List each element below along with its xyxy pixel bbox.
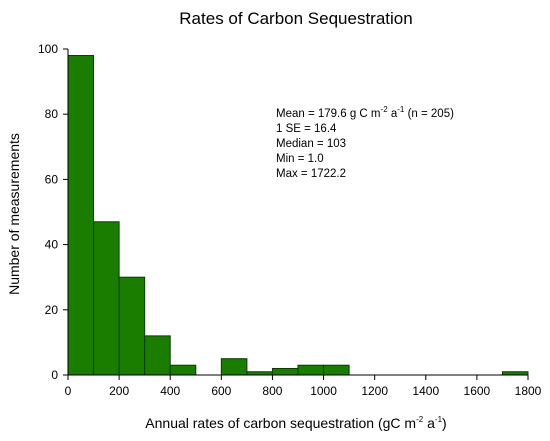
- y-axis-label: Number of measurements: [6, 133, 22, 295]
- y-tick-label: 0: [51, 368, 58, 382]
- stat-mean-mid: a: [388, 108, 398, 120]
- stat-max: Max = 1722.2: [276, 168, 346, 180]
- bars-group: [67, 55, 529, 376]
- x-axis-label-base: Annual rates of carbon sequestration (gC…: [145, 415, 416, 431]
- x-tick-label: 800: [262, 384, 282, 398]
- x-axis-label-sup2: -1: [435, 415, 443, 424]
- chart-title: Rates of Carbon Sequestration: [179, 9, 412, 28]
- stat-mean: Mean = 179.6 g C m-2 a-1 (n = 205): [276, 105, 454, 120]
- x-tick-label: 400: [160, 384, 180, 398]
- axes-group: [67, 49, 528, 376]
- x-tick-label: 1800: [515, 384, 542, 398]
- y-ticks-group: 0 20 40 60 80 100: [38, 42, 68, 382]
- bar-600: [220, 358, 248, 376]
- y-tick-label: 40: [45, 238, 59, 252]
- bar-800: [271, 367, 299, 376]
- stats-box: Mean = 179.6 g C m-2 a-1 (n = 205) 1 SE …: [276, 105, 454, 180]
- x-tick-label: 1000: [310, 384, 337, 398]
- y-tick-label: 100: [38, 42, 58, 56]
- x-tick-label: 200: [109, 384, 129, 398]
- stat-mean-sup1: -2: [381, 105, 389, 114]
- x-tick-label: 1200: [361, 384, 388, 398]
- y-tick-label: 80: [45, 107, 59, 121]
- bar-400: [169, 364, 197, 376]
- y-tick-label: 60: [45, 172, 59, 186]
- x-axis-label-sup1: -2: [416, 415, 424, 424]
- stat-mean-prefix: Mean = 179.6 g C m: [276, 108, 381, 120]
- bar-100: [93, 221, 120, 376]
- bar-0: [67, 55, 95, 376]
- x-tick-label: 600: [211, 384, 231, 398]
- x-axis-label: Annual rates of carbon sequestration (gC…: [145, 415, 446, 431]
- stat-min: Min = 1.0: [276, 153, 324, 165]
- x-tick-label: 1600: [464, 384, 491, 398]
- bar-300: [144, 335, 171, 376]
- bar-900: [297, 364, 325, 376]
- x-axis-label-mid: a: [423, 415, 435, 431]
- x-tick-label: 1400: [412, 384, 439, 398]
- stat-mean-sup2: -1: [397, 105, 405, 114]
- stat-median: Median = 103: [276, 138, 346, 150]
- bar-1000: [323, 364, 350, 376]
- bar-200: [118, 276, 146, 376]
- x-axis-label-end: ): [442, 415, 447, 431]
- stat-mean-suffix: (n = 205): [404, 108, 454, 120]
- x-tick-label: 0: [65, 384, 72, 398]
- stat-se: 1 SE = 16.4: [276, 123, 337, 135]
- x-ticks-group: 0 200 400 600 800 1000 1200 1400 1600 1800: [65, 375, 542, 398]
- y-tick-label: 20: [45, 303, 59, 317]
